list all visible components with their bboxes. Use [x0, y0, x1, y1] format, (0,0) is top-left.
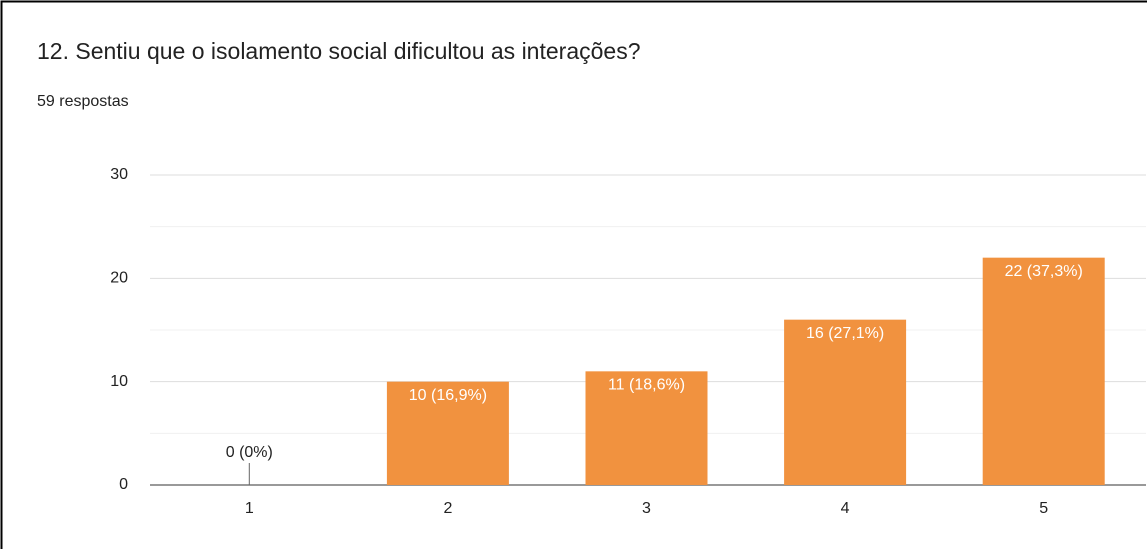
- bar: [386, 381, 509, 485]
- bar: [585, 371, 708, 485]
- y-tick-label: 10: [110, 373, 128, 390]
- x-tick-label: 4: [841, 500, 850, 517]
- chart-subtitle: 59 respostas: [37, 93, 129, 110]
- x-tick-label: 2: [443, 500, 452, 517]
- data-label: 22 (37,3%): [1005, 263, 1083, 280]
- x-tick-label: 5: [1039, 500, 1048, 517]
- y-tick-label: 30: [110, 166, 128, 183]
- y-tick-label: 20: [110, 270, 128, 287]
- data-label: 0 (0%): [226, 444, 273, 461]
- x-tick-label: 1: [245, 500, 254, 517]
- data-label: 11 (18,6%): [608, 377, 685, 394]
- data-label: 16 (27,1%): [806, 325, 884, 342]
- y-tick-label: 0: [119, 476, 128, 493]
- bar: [784, 319, 907, 485]
- chart-title: 12. Sentiu que o isolamento social dific…: [37, 38, 640, 64]
- data-label: 10 (16,9%): [409, 387, 487, 404]
- x-tick-label: 3: [642, 500, 651, 517]
- bar: [982, 257, 1105, 485]
